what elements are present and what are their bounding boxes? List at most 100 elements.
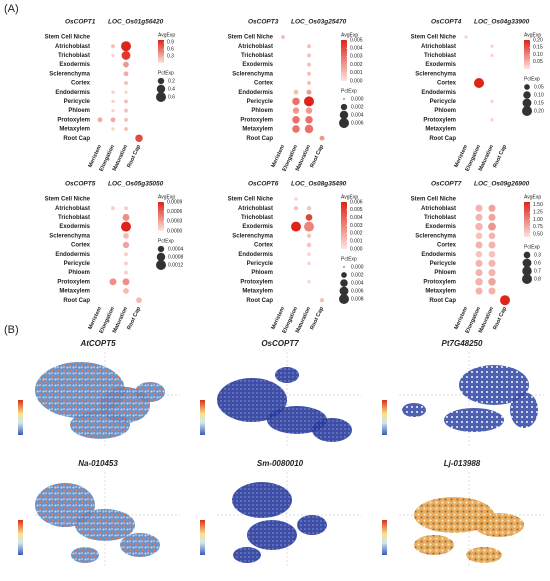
row-label: Protoxylem (240, 279, 273, 285)
row-label: Exodermis (242, 62, 273, 68)
colorbar-tick-label: 1.25 (533, 210, 543, 216)
row-label: Cortex (254, 81, 274, 87)
colorbar-tick-label: 0.15 (533, 45, 543, 51)
umap-cloud (466, 547, 502, 563)
row-label: Trichoblast (58, 215, 90, 221)
row-label: Protoxylem (57, 117, 90, 123)
dot (124, 99, 128, 104)
legend-label: 0.15 (534, 100, 544, 106)
dot (293, 89, 299, 95)
umap-cloud (312, 418, 352, 442)
umap-cloud (35, 483, 95, 527)
dot (475, 222, 483, 231)
dot (123, 288, 129, 294)
chart-title: OsCOPT7 (431, 181, 462, 188)
row-label: Endodermis (238, 90, 273, 96)
dot (111, 206, 115, 211)
dot (124, 127, 128, 131)
legend-title: AvgExp (158, 32, 175, 38)
row-label: Endodermis (421, 90, 456, 96)
legend-label: 0.006 (351, 120, 364, 126)
row-label: Pericycle (430, 261, 457, 267)
umap-cloud (474, 513, 524, 537)
row-label: Exodermis (59, 62, 90, 68)
row-label: Protoxylem (423, 117, 456, 123)
legend-label: 0.10 (534, 92, 544, 98)
umap-cloud (297, 515, 327, 535)
umap-title: Na-010453 (78, 459, 118, 468)
umap-title: Sm-0080010 (257, 459, 304, 468)
colorbar-tick-label: 0.002 (350, 62, 363, 68)
colorbar (18, 520, 23, 555)
chart-subtitle: LOC_Os05g35050 (108, 181, 164, 188)
chart-title: OsCOPT1 (65, 19, 96, 26)
legend-label: 0.002 (351, 104, 364, 110)
dot (488, 259, 496, 267)
legend-dot (156, 84, 166, 94)
dot (307, 44, 311, 49)
row-label: Phloem (251, 108, 273, 114)
legend-dot (339, 110, 349, 120)
legend-dot (522, 274, 532, 284)
colorbar-tick-label: 0.0006 (167, 209, 183, 215)
chart-subtitle: LOC_Os01g56420 (108, 19, 164, 26)
dot (475, 250, 483, 258)
row-label: Atrichoblast (238, 206, 273, 212)
dot (475, 278, 483, 286)
dot (123, 61, 129, 68)
umap-cloud (232, 482, 292, 518)
dot (122, 278, 130, 286)
colorbar (382, 400, 387, 435)
row-label: Phloem (434, 108, 456, 114)
row-label: Stem Cell Niche (45, 35, 91, 41)
umap-cloud (444, 408, 504, 432)
dot (111, 53, 115, 58)
dot (292, 116, 300, 124)
umap-title: Pt7G48250 (442, 339, 483, 348)
dot (291, 221, 301, 232)
umap-cloud (267, 406, 327, 434)
dot (124, 252, 128, 257)
legend-dot (522, 98, 532, 108)
chart-title: OsCOPT4 (431, 19, 462, 26)
legend-label: 0.008 (351, 296, 364, 302)
panel-label: (A) (4, 3, 19, 15)
row-label: Pericycle (64, 99, 91, 105)
umap-cloud (70, 411, 130, 439)
umap-cloud (414, 535, 454, 555)
legend-title: PctExp (341, 256, 357, 262)
dot (111, 99, 115, 104)
umap-cloud (75, 509, 135, 541)
legend-dot (340, 103, 348, 111)
dot (124, 117, 128, 122)
dot (304, 124, 314, 134)
row-label: Atrichoblast (238, 44, 273, 50)
row-label: Trichoblast (424, 53, 456, 59)
legend-dot (339, 294, 349, 304)
umap-cloud (275, 367, 299, 383)
row-label: Metaxylem (242, 289, 273, 295)
legend-label: 0.0004 (168, 246, 184, 252)
colorbar-tick-label: 0.006 (350, 199, 363, 205)
dot (135, 134, 143, 142)
row-label: Metaxylem (242, 127, 273, 133)
dot (136, 297, 142, 304)
legend-dot (523, 251, 531, 259)
colorbar (341, 202, 347, 249)
dot (123, 232, 129, 239)
row-label: Sclerenchyma (415, 71, 456, 77)
dot (294, 197, 298, 201)
dot (124, 270, 128, 275)
dot (306, 233, 312, 239)
row-label: Trichoblast (241, 53, 273, 59)
dot (122, 213, 130, 221)
colorbar-tick-label: 0.75 (533, 224, 543, 230)
dot (474, 78, 484, 88)
dot (488, 250, 496, 258)
colorbar-tick-label: 0.9 (167, 40, 174, 46)
dot (305, 116, 313, 124)
legend-label: 0.4 (168, 86, 175, 92)
legend-dot (522, 266, 532, 276)
chart-subtitle: LOC_Os08g35490 (291, 181, 347, 188)
row-label: Stem Cell Niche (411, 197, 457, 203)
